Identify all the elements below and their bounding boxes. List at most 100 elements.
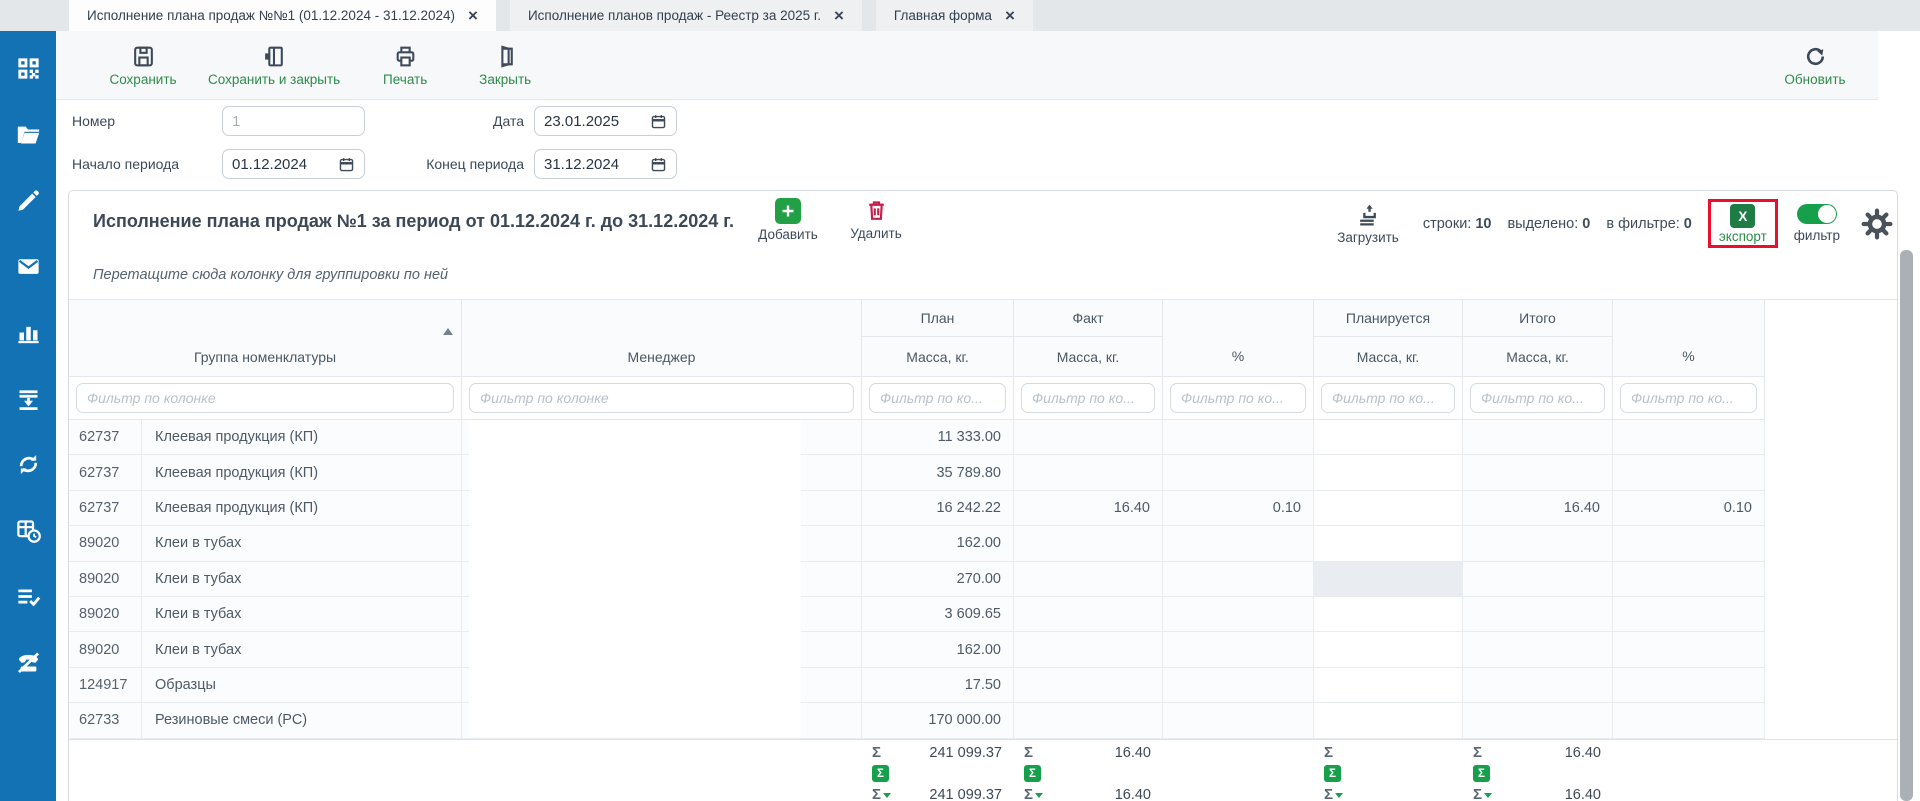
cell-total-mass[interactable] bbox=[1463, 703, 1613, 739]
save-button[interactable]: Сохранить bbox=[108, 44, 178, 87]
sidebar-item-export-list[interactable] bbox=[13, 385, 43, 411]
cell-total-mass[interactable] bbox=[1463, 420, 1613, 456]
sidebar-item-sync[interactable] bbox=[13, 451, 43, 477]
cell-planned-mass[interactable] bbox=[1314, 490, 1463, 527]
filter-input-planned[interactable] bbox=[1321, 383, 1455, 413]
cell-group-code[interactable]: 62737 bbox=[69, 420, 142, 456]
table-row[interactable]: 62737 Клеевая продукция (КП) 16 242.22 1… bbox=[69, 490, 1897, 527]
cell-percent-1[interactable] bbox=[1163, 561, 1314, 597]
date-input[interactable] bbox=[544, 112, 644, 130]
column-header-percent-2[interactable]: % bbox=[1613, 300, 1765, 377]
sidebar-item-edit[interactable] bbox=[13, 187, 43, 213]
cell-group-name[interactable]: Клеи в тубах bbox=[142, 632, 462, 668]
cell-fact-mass[interactable] bbox=[1014, 632, 1163, 668]
save-and-close-button[interactable]: Сохранить и закрыть bbox=[208, 44, 340, 87]
cell-percent-2[interactable] bbox=[1613, 703, 1765, 739]
cell-percent-1[interactable] bbox=[1163, 455, 1314, 491]
add-row-button[interactable]: Добавить bbox=[743, 198, 833, 242]
close-icon[interactable]: × bbox=[833, 6, 844, 25]
delete-row-button[interactable]: Удалить bbox=[831, 198, 921, 241]
cell-planned-mass[interactable] bbox=[1314, 455, 1463, 491]
cell-group-code[interactable]: 89020 bbox=[69, 596, 142, 633]
cell-percent-2[interactable] bbox=[1613, 420, 1765, 456]
cell-group-code[interactable]: 89020 bbox=[69, 561, 142, 597]
cell-group-name[interactable]: Клеевая продукция (КП) bbox=[142, 490, 462, 527]
sidebar-item-schedule[interactable] bbox=[13, 517, 43, 543]
cell-percent-2[interactable] bbox=[1613, 561, 1765, 597]
cell-group-name[interactable]: Клеи в тубах bbox=[142, 561, 462, 597]
tab-main-form[interactable]: Главная форма × bbox=[875, 0, 1033, 31]
cell-planned-mass[interactable] bbox=[1314, 596, 1463, 633]
column-header-planned-mass[interactable]: Масса, кг. bbox=[1314, 337, 1463, 377]
filter-input-group[interactable] bbox=[76, 383, 454, 413]
cell-plan-mass[interactable]: 11 333.00 bbox=[862, 420, 1014, 456]
sidebar-item-qr[interactable] bbox=[13, 55, 43, 81]
cell-percent-1[interactable] bbox=[1163, 632, 1314, 668]
number-input[interactable] bbox=[232, 112, 332, 130]
filter-input-manager[interactable] bbox=[469, 383, 854, 413]
sidebar-item-phone[interactable] bbox=[13, 649, 43, 675]
cell-fact-mass[interactable] bbox=[1014, 455, 1163, 491]
cell-fact-mass[interactable]: 16.40 bbox=[1014, 490, 1163, 527]
table-row[interactable]: 62733 Резиновые смеси (РС) 170 000.00 bbox=[69, 703, 1897, 739]
number-field[interactable] bbox=[222, 106, 365, 136]
column-group-plan[interactable]: План bbox=[862, 300, 1014, 337]
cell-total-mass[interactable] bbox=[1463, 667, 1613, 704]
cell-group-name[interactable]: Образцы bbox=[142, 667, 462, 704]
calendar-icon[interactable] bbox=[650, 113, 667, 130]
column-header-plan-mass[interactable]: Масса, кг. bbox=[862, 337, 1014, 377]
cell-total-mass[interactable] bbox=[1463, 632, 1613, 668]
cell-fact-mass[interactable] bbox=[1014, 667, 1163, 704]
filter-input-fact[interactable] bbox=[1021, 383, 1155, 413]
filter-toggle[interactable] bbox=[1796, 204, 1837, 224]
table-row[interactable]: 124917 Образцы 17.50 bbox=[69, 667, 1897, 704]
cell-fact-mass[interactable] bbox=[1014, 561, 1163, 597]
column-header-percent-1[interactable]: % bbox=[1163, 300, 1314, 377]
cell-plan-mass[interactable]: 3 609.65 bbox=[862, 596, 1014, 633]
cell-plan-mass[interactable]: 170 000.00 bbox=[862, 703, 1014, 739]
cell-percent-1[interactable]: 0.10 bbox=[1163, 490, 1314, 527]
cell-plan-mass[interactable]: 16 242.22 bbox=[862, 490, 1014, 527]
column-group-total[interactable]: Итого bbox=[1463, 300, 1613, 337]
cell-fact-mass[interactable] bbox=[1014, 596, 1163, 633]
cell-planned-mass[interactable] bbox=[1314, 632, 1463, 668]
cell-fact-mass[interactable] bbox=[1014, 703, 1163, 739]
cell-plan-mass[interactable]: 270.00 bbox=[862, 561, 1014, 597]
cell-percent-1[interactable] bbox=[1163, 420, 1314, 456]
sort-ascending-icon[interactable] bbox=[443, 328, 453, 335]
table-row[interactable]: 62737 Клеевая продукция (КП) 11 333.00 bbox=[69, 420, 1897, 456]
close-icon[interactable]: × bbox=[468, 6, 478, 25]
sidebar-item-documents[interactable] bbox=[13, 121, 43, 147]
cell-percent-2[interactable] bbox=[1613, 526, 1765, 562]
cell-percent-2[interactable] bbox=[1613, 455, 1765, 491]
tab-sales-plans-registry[interactable]: Исполнение планов продаж - Реестр за 202… bbox=[509, 0, 862, 31]
column-header-fact-mass[interactable]: Масса, кг. bbox=[1014, 337, 1163, 377]
print-button[interactable]: Печать bbox=[370, 44, 440, 87]
cell-group-name[interactable]: Клеи в тубах bbox=[142, 526, 462, 562]
cell-group-name[interactable]: Клеевая продукция (КП) bbox=[142, 455, 462, 491]
cell-percent-2[interactable] bbox=[1613, 667, 1765, 704]
sum-button-icon[interactable]: Σ bbox=[872, 765, 889, 783]
table-row[interactable]: 89020 Клеи в тубах 270.00 bbox=[69, 561, 1897, 597]
sum-button-icon[interactable]: Σ bbox=[1473, 765, 1490, 783]
cell-total-mass[interactable]: 16.40 bbox=[1463, 490, 1613, 527]
cell-total-mass[interactable] bbox=[1463, 596, 1613, 633]
cell-fact-mass[interactable] bbox=[1014, 420, 1163, 456]
cell-percent-1[interactable] bbox=[1163, 667, 1314, 704]
cell-group-code[interactable]: 89020 bbox=[69, 526, 142, 562]
cell-percent-2[interactable]: 0.10 bbox=[1613, 490, 1765, 527]
cell-plan-mass[interactable]: 162.00 bbox=[862, 526, 1014, 562]
sidebar-item-tasks[interactable] bbox=[13, 583, 43, 609]
cell-planned-mass[interactable] bbox=[1314, 526, 1463, 562]
cell-group-code[interactable]: 62737 bbox=[69, 490, 142, 527]
calendar-icon[interactable] bbox=[650, 156, 667, 173]
cell-planned-mass[interactable] bbox=[1314, 703, 1463, 739]
filter-input-plan[interactable] bbox=[869, 383, 1006, 413]
upload-button[interactable]: Загрузить bbox=[1337, 203, 1399, 245]
filter-input-percent-2[interactable] bbox=[1620, 383, 1757, 413]
cell-fact-mass[interactable] bbox=[1014, 526, 1163, 562]
period-start-input[interactable] bbox=[232, 155, 332, 173]
filter-input-percent-1[interactable] bbox=[1170, 383, 1306, 413]
cell-plan-mass[interactable]: 162.00 bbox=[862, 632, 1014, 668]
period-end-input[interactable] bbox=[544, 155, 644, 173]
